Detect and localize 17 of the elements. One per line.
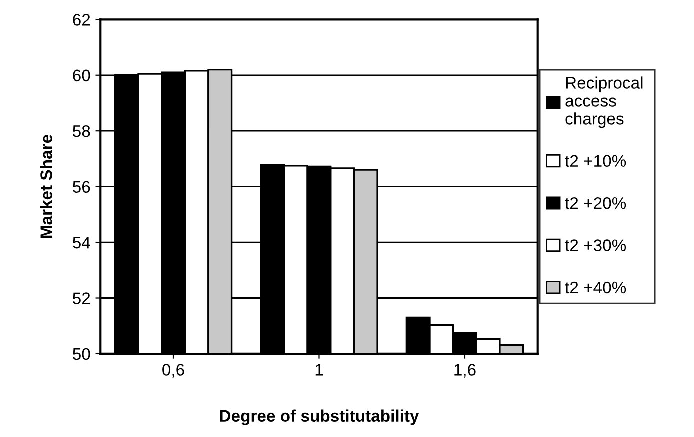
y-tick-label: 52 (73, 292, 90, 304)
x-axis-title: Degree of substitutability (220, 410, 420, 426)
y-tick-label: 60 (73, 70, 90, 82)
y-tick-label: 54 (73, 237, 90, 249)
x-tick-label: 0,6 (162, 364, 184, 378)
x-tick-label: 1 (316, 364, 324, 376)
y-tick-label: 56 (73, 181, 90, 194)
y-axis-title: Market Share (40, 135, 52, 238)
y-tick-label: 62 (73, 14, 90, 26)
legend-label: t2 +20% (565, 197, 626, 210)
x-tick-label: 1,6 (454, 364, 476, 378)
y-tick-label: 50 (73, 348, 90, 360)
legend-label: t2 +30% (565, 240, 626, 252)
y-tick-label: 58 (73, 126, 90, 138)
legend-label: Reciprocal access charges (566, 76, 643, 128)
legend-label: t2 +40% (565, 282, 626, 294)
legend-label: t2 +10% (565, 155, 626, 168)
